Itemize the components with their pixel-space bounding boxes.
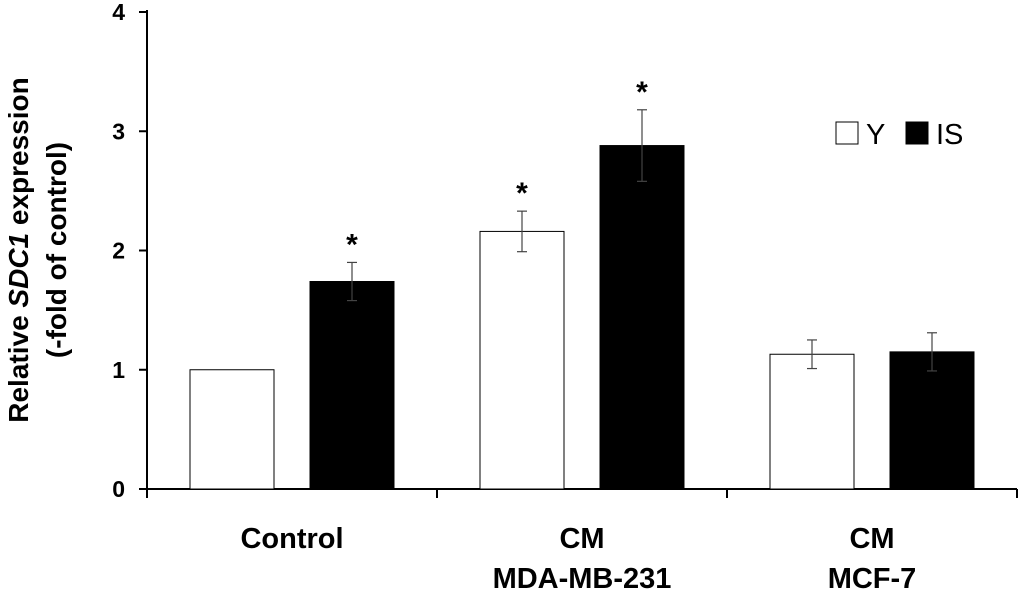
y-tick-label: 3 bbox=[112, 118, 125, 144]
legend-label-is: IS bbox=[936, 119, 963, 151]
category-label: MCF-7 bbox=[828, 563, 917, 595]
bar-y bbox=[769, 353, 855, 490]
category-label: CM bbox=[849, 523, 894, 555]
significance-marker: * bbox=[346, 228, 358, 261]
y-axis-title-line-2: (-fold of control) bbox=[41, 142, 72, 358]
significance-marker: * bbox=[636, 76, 648, 109]
category-label: CM bbox=[559, 523, 604, 555]
legend-label-y: Y bbox=[866, 119, 885, 151]
bar-is bbox=[889, 351, 975, 490]
bar-y bbox=[189, 369, 275, 490]
category-label: Control bbox=[240, 523, 343, 555]
y-tick-label: 2 bbox=[112, 238, 125, 264]
bar-is bbox=[599, 145, 685, 490]
y-tick-label: 0 bbox=[112, 476, 125, 502]
category-label: MDA-MB-231 bbox=[493, 563, 672, 595]
bar-is bbox=[309, 281, 395, 490]
bar-y bbox=[479, 230, 565, 490]
y-axis-title-line-1: Relative SDC1 expression bbox=[3, 77, 34, 423]
y-tick-label: 1 bbox=[112, 357, 125, 383]
plot-area: 0 1 2 3 4 Control CM MDA-MB-231 CM MCF-7 * * * Y IS bbox=[112, 0, 1018, 595]
y-axis-title: Relative SDC1 expression (-fold of contr… bbox=[3, 77, 72, 423]
legend-swatch-y bbox=[835, 121, 859, 145]
legend-swatch-is bbox=[905, 121, 929, 145]
y-tick-label: 4 bbox=[112, 0, 125, 25]
significance-marker: * bbox=[516, 177, 528, 210]
